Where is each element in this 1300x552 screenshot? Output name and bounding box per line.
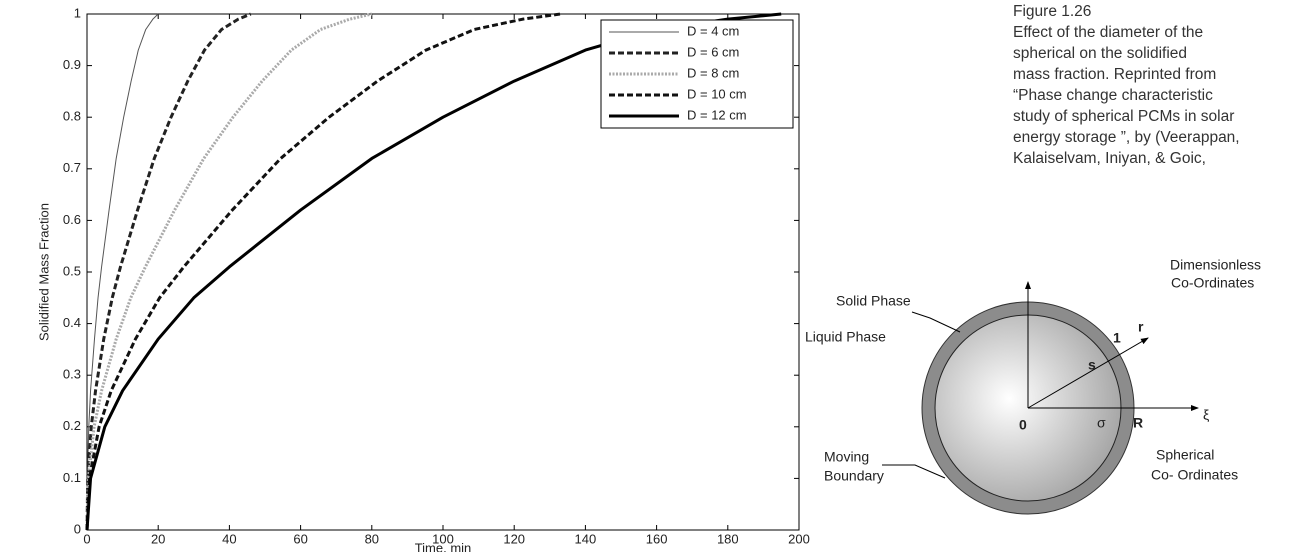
diagram-symbol: 1	[1113, 330, 1121, 346]
legend-label: D = 12 cm	[687, 107, 747, 122]
y-axis-label: Solidified Mass Fraction	[36, 203, 51, 341]
x-tick-label: 60	[293, 531, 307, 546]
x-tick-label: 0	[83, 531, 90, 546]
diagram-label: Boundary	[824, 468, 884, 484]
series-line	[85, 12, 561, 531]
caption-line: study of spherical PCMs in solar	[1013, 108, 1234, 125]
diagram-symbol: σ	[1097, 415, 1106, 431]
diagram-symbol: 0	[1019, 417, 1027, 433]
caption-line: Effect of the diameter of the	[1013, 24, 1203, 41]
y-tick-label: 0.2	[63, 418, 81, 433]
caption-line: energy storage ”, by (Veerappan,	[1013, 129, 1240, 146]
series-line	[86, 13, 159, 531]
y-tick-label: 0.1	[63, 470, 81, 485]
x-tick-label: 40	[222, 531, 236, 546]
diagram-label: Dimensionless	[1170, 257, 1261, 273]
x-axis-label: Time, min	[415, 540, 472, 552]
y-tick-label: 0.3	[63, 367, 81, 382]
diagram-symbol: R	[1133, 415, 1143, 431]
y-tick-label: 0.5	[63, 263, 81, 278]
x-tick-label: 80	[365, 531, 379, 546]
y-tick-label: 0	[74, 521, 81, 536]
series-line	[85, 12, 252, 531]
y-tick-label: 1	[74, 5, 81, 20]
diagram-label: Solid Phase	[836, 293, 911, 309]
diagram-label: Moving	[824, 449, 869, 465]
diagram-label: Spherical	[1156, 447, 1214, 463]
diagram-symbol: s	[1088, 357, 1096, 373]
x-tick-label: 200	[788, 531, 810, 546]
y-tick-label: 0.7	[63, 160, 81, 175]
y-tick-label: 0.8	[63, 109, 81, 124]
caption-line: spherical on the solidified	[1013, 45, 1187, 62]
caption-line: Kalaiselvam, Iniyan, & Goic,	[1013, 150, 1206, 167]
diagram: Dimensionless Co-Ordinates Solid Phase L…	[805, 257, 1261, 515]
leader	[882, 464, 946, 479]
x-tick-label: 180	[717, 531, 739, 546]
axis-r	[1027, 337, 1149, 409]
y-tick-label: 0.4	[63, 315, 81, 330]
diagram-symbol: r	[1138, 319, 1144, 335]
caption-line: “Phase change characteristic	[1013, 87, 1213, 104]
chart: 0 0.1 0.2 0.3 0.4 0.5 0.6 0.7 0.8 0.9 1 0 20 40 60 80 10…	[36, 5, 809, 552]
diagram-label: Liquid Phase	[805, 329, 886, 345]
y-tick-label: 0.6	[63, 212, 81, 227]
x-tick-label: 100	[432, 531, 454, 546]
y-tick-label: 0.9	[63, 57, 81, 72]
legend-label: D = 10 cm	[687, 86, 747, 101]
diagram-symbol: ξ	[1203, 407, 1209, 423]
diagram-label: Co-Ordinates	[1171, 275, 1254, 291]
caption-label: Figure 1.26	[1013, 3, 1091, 20]
legend-box	[600, 19, 794, 129]
x-tick-label: 160	[646, 531, 668, 546]
leader	[911, 311, 961, 333]
x-tick-label: 20	[151, 531, 165, 546]
caption: Figure 1.26 Effect of the diameter of th…	[1013, 3, 1240, 167]
diagram-label: Co- Ordinates	[1151, 467, 1238, 483]
x-tick-label: 140	[575, 531, 597, 546]
caption-line: mass fraction. Reprinted from	[1013, 66, 1216, 83]
legend-label: D = 8 cm	[687, 65, 739, 80]
legend-label: D = 6 cm	[687, 44, 739, 59]
legend-label: D = 4 cm	[687, 23, 739, 38]
series-line	[85, 12, 373, 531]
x-tick-label: 120	[503, 531, 525, 546]
